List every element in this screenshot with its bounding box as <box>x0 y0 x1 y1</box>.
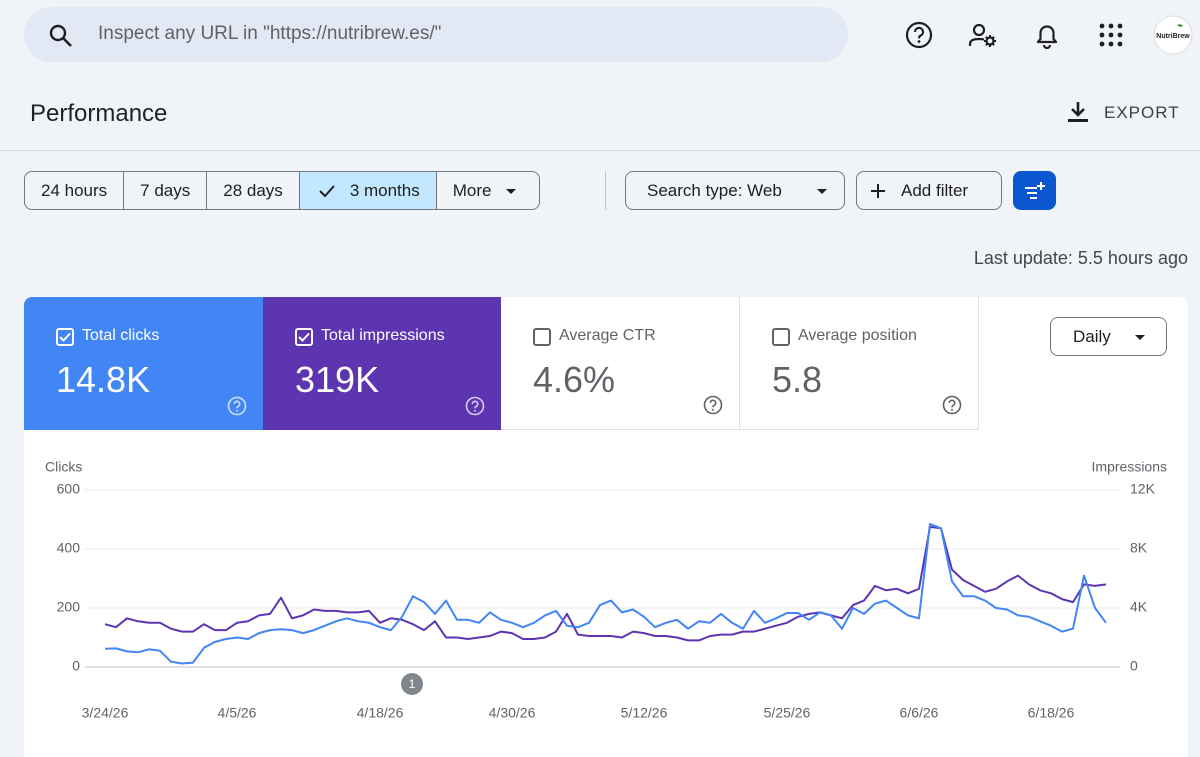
add-filter-chip[interactable]: Add filter <box>856 171 1002 210</box>
y2-tick-label: 12K <box>1130 481 1156 497</box>
range-chip[interactable]: 28 days <box>207 172 300 209</box>
search-type-label: Search type: Web <box>647 181 782 200</box>
checkbox[interactable] <box>772 328 790 346</box>
x-tick-label: 4/30/26 <box>489 705 536 721</box>
y-tick-label: 0 <box>72 658 80 674</box>
dropdown-arrow <box>506 189 517 194</box>
range-chip-label: 3 months <box>349 181 420 200</box>
export-button[interactable]: EXPORT <box>1104 103 1180 122</box>
metric-label: Total clicks <box>82 327 160 344</box>
add-filter-label: Add filter <box>901 181 969 200</box>
avatar-text: NutriBrew <box>1156 33 1190 40</box>
plus-icon <box>871 184 885 198</box>
help-icon[interactable] <box>942 395 962 415</box>
metric-label: Total impressions <box>321 327 445 344</box>
date-range-selector: 24 hours 7 days 28 days 3 months More <box>24 171 541 210</box>
range-more[interactable]: More <box>437 172 540 209</box>
annotation-label: 1 <box>409 677 416 691</box>
search-placeholder: Inspect any URL in "https://nutribrew.es… <box>98 23 442 44</box>
metric-card-impressions[interactable]: Total impressions 319K <box>263 297 501 430</box>
metric-card-position[interactable]: Average position 5.8 <box>740 297 979 430</box>
metric-label: Average position <box>798 327 917 344</box>
notifications-icon[interactable] <box>1034 21 1060 49</box>
x-tick-label: 4/18/26 <box>357 705 404 721</box>
y-tick-label: 600 <box>57 481 81 497</box>
divider <box>0 150 1200 151</box>
metric-value: 14.8K <box>56 359 151 400</box>
dropdown-arrow <box>817 189 827 194</box>
search-bar[interactable]: Inspect any URL in "https://nutribrew.es… <box>24 7 848 62</box>
annotation <box>401 673 423 695</box>
filter-settings-button[interactable] <box>1013 171 1056 210</box>
y2-tick-label: 4K <box>1130 599 1148 615</box>
metric-card-clicks[interactable]: Total clicks 14.8K <box>24 297 263 430</box>
y2-axis-title: Impressions <box>1092 459 1167 475</box>
y-tick-label: 200 <box>57 599 81 615</box>
users-settings-icon[interactable] <box>968 21 998 49</box>
x-tick-label: 5/25/26 <box>764 705 811 721</box>
y-axis-title: Clicks <box>45 459 82 475</box>
export-icon[interactable] <box>1067 100 1089 124</box>
x-tick-label: 4/5/26 <box>218 705 257 721</box>
search-type-chip[interactable]: Search type: Web <box>625 171 845 210</box>
granularity-label: Daily <box>1073 327 1111 346</box>
dropdown-arrow <box>1135 335 1145 340</box>
help-icon[interactable] <box>905 21 933 49</box>
metric-value: 4.6% <box>533 359 616 400</box>
range-chip-selected[interactable]: 3 months <box>299 172 437 209</box>
x-tick-label: 6/18/26 <box>1028 705 1075 721</box>
last-update: Last update: 5.5 hours ago <box>973 248 1188 268</box>
performance-chart: Clicks Impressions 0 200 400 600 0 4K 8K 12K 3/2… <box>45 459 1167 721</box>
metric-card-ctr[interactable]: Average CTR 4.6% <box>501 297 740 430</box>
help-icon[interactable] <box>465 396 485 416</box>
series-line <box>104 525 1107 642</box>
help-icon[interactable] <box>703 395 723 415</box>
metric-value: 5.8 <box>772 359 823 400</box>
x-tick-label: 3/24/26 <box>82 705 129 721</box>
y2-tick-label: 0 <box>1130 658 1138 674</box>
avatar[interactable]: NutriBrew <box>1153 15 1193 55</box>
help-icon[interactable] <box>227 396 247 416</box>
page-title: Performance <box>30 100 168 127</box>
metric-value: 319K <box>295 359 380 400</box>
checkbox-checked[interactable] <box>56 328 74 346</box>
x-tick-label: 5/12/26 <box>621 705 668 721</box>
check-icon <box>319 185 335 198</box>
x-tick-label: 6/6/26 <box>900 705 939 721</box>
search-icon <box>49 24 72 47</box>
annotation-badge[interactable] <box>401 673 423 695</box>
granularity-dropdown[interactable]: Daily <box>1050 317 1167 356</box>
checkbox[interactable] <box>533 328 551 346</box>
range-chip[interactable]: 7 days <box>124 172 208 209</box>
y-tick-label: 400 <box>57 540 81 556</box>
apps-icon[interactable] <box>1099 23 1123 47</box>
series-line <box>104 522 1107 665</box>
range-more-label: More <box>452 181 492 200</box>
range-chip[interactable]: 24 hours <box>25 172 125 209</box>
separator <box>605 171 606 210</box>
y2-tick-label: 8K <box>1130 540 1148 556</box>
metric-label: Average CTR <box>559 327 656 344</box>
checkbox-checked[interactable] <box>295 328 313 346</box>
filter-icon <box>1025 182 1045 199</box>
